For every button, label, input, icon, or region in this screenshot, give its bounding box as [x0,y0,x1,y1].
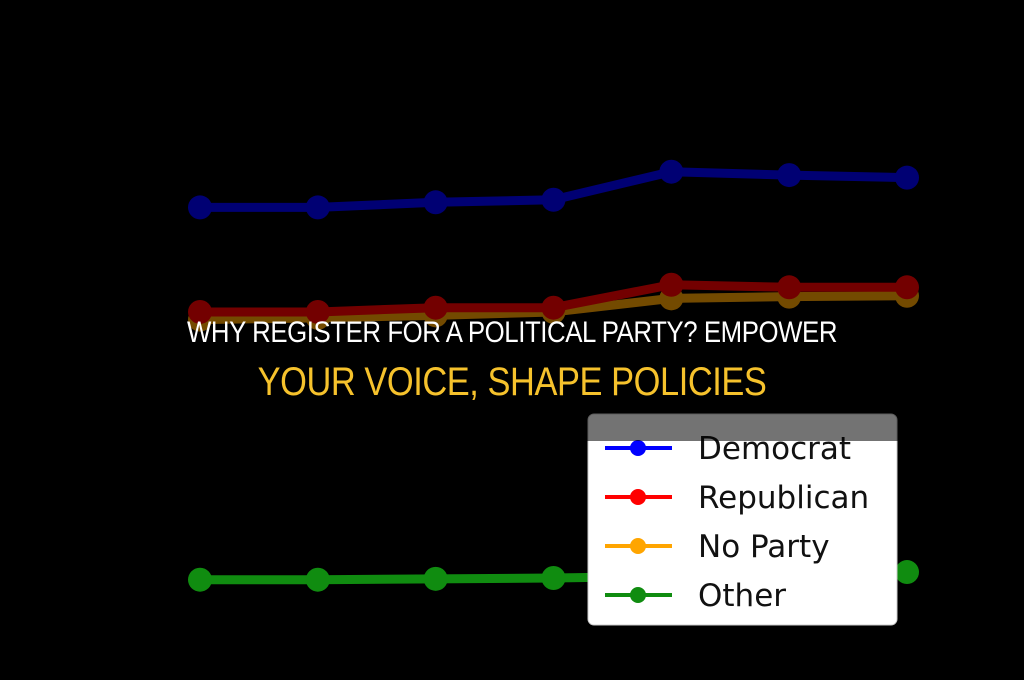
data-point-other [895,560,919,585]
legend-label-no-party: No Party [698,529,830,565]
data-point-other [423,566,448,591]
data-point-democrat [305,195,330,220]
legend-label-democrat: Democrat [698,431,851,467]
headline-line-2: YOUR VOICE, SHAPE POLICIES [257,360,767,404]
legend-label-republican: Republican [698,480,869,516]
chart-legend: Democrat Republican No Party Other [587,413,898,626]
data-point-other [305,567,330,592]
data-point-democrat [188,195,212,220]
data-point-democrat [423,190,448,215]
data-point-democrat [541,187,566,212]
data-point-other [541,566,566,590]
data-point-democrat [895,165,919,190]
data-point-democrat [777,163,802,188]
data-point-republican [659,272,684,297]
legend-marker-other [630,587,646,603]
data-point-republican [777,275,802,300]
series-democrat [188,159,919,220]
headline-line-1: WHY REGISTER FOR A POLITICAL PARTY? EMPO… [186,316,838,349]
data-point-democrat [659,159,684,184]
data-point-republican [895,275,919,300]
data-point-other [188,567,212,592]
legend-marker-republican [630,489,646,505]
legend-marker-no-party [630,538,646,554]
legend-marker-democrat [630,440,646,456]
legend-label-other: Other [698,578,786,614]
